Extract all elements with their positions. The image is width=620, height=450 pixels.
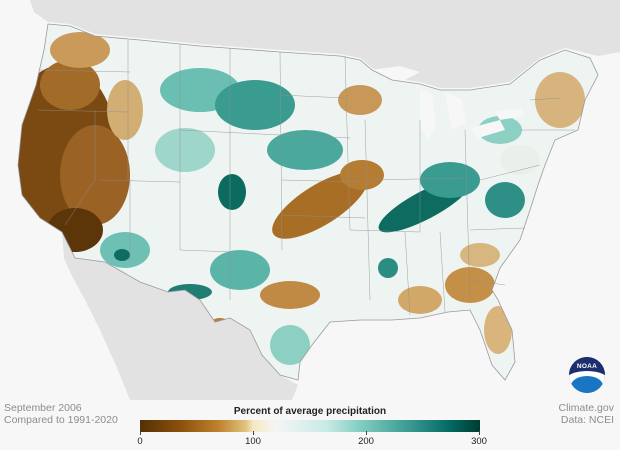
wet-arizona-spot [114, 249, 130, 261]
noaa-logo: NOAA [569, 357, 605, 393]
legend-tickmark [140, 431, 141, 435]
dry-missouri-region [340, 160, 384, 190]
legend-title: Percent of average precipitation [233, 406, 387, 417]
legend-tickmark [253, 431, 254, 435]
legend-tickmark [366, 431, 367, 435]
canada-landmass [30, 0, 620, 88]
map-period: September 2006 [4, 402, 82, 414]
map-credit: Climate.gov [558, 402, 614, 414]
dry-georgia-region [445, 267, 495, 303]
caption-left: September 2006 Compared to 1991-2020 [4, 402, 118, 426]
legend-tick-label: 0 [137, 436, 143, 447]
great-lakes [370, 66, 525, 140]
wet-virginia-region [485, 182, 525, 218]
legend-color-bar [140, 420, 480, 432]
dry-southern-california [47, 208, 103, 252]
wet-colorado-spot [218, 174, 246, 210]
wet-new-mexico-region [210, 250, 270, 290]
map-baseline: Compared to 1991-2020 [4, 414, 118, 426]
dry-new-england [535, 72, 585, 128]
dry-wisconsin-region [338, 85, 382, 115]
dry-mississippi-region [398, 286, 442, 314]
dry-west-texas [260, 281, 320, 309]
dry-oregon-region [40, 60, 100, 110]
wet-alabama-spot [378, 258, 398, 278]
wet-east-texas [270, 325, 310, 365]
map-source: Data: NCEI [560, 414, 614, 426]
dry-florida-region [484, 306, 512, 354]
wet-nebraska-region [267, 130, 343, 170]
state-boundaries [37, 40, 575, 316]
noaa-logo-text: NOAA [576, 363, 598, 370]
noaa-logo-wave-inner [571, 376, 603, 393]
precipitation-map [17, 0, 620, 400]
neutral-pennsylvania [500, 145, 540, 175]
legend-tick-label: 200 [358, 436, 374, 447]
moderate-washington [50, 32, 110, 68]
wet-indiana-region [420, 162, 480, 198]
us-outline [17, 23, 599, 381]
caption-right: Climate.gov Data: NCEI [559, 402, 614, 426]
mexico-landmass [62, 232, 298, 400]
wet-dakotas-region [215, 80, 295, 130]
dry-kansas-oklahoma [272, 171, 368, 239]
moderate-idaho [107, 80, 143, 140]
legend-tickmark [479, 431, 480, 435]
legend-tick-label: 300 [471, 436, 487, 447]
wet-wyoming-region [155, 128, 215, 172]
legend-tick-label: 100 [245, 436, 261, 447]
dry-carolina-region [460, 243, 500, 267]
